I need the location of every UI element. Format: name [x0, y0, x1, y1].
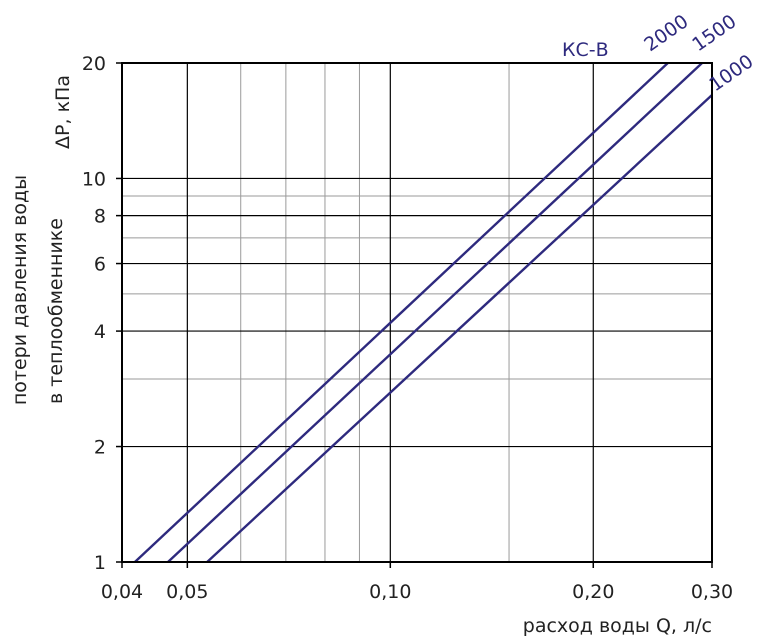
y-tick-label: 1 — [94, 552, 106, 574]
x-tick-label: 0,04 — [101, 581, 143, 603]
y-axis-label-line-1: потери давления воды — [9, 175, 31, 405]
x-tick-label: 0,05 — [166, 581, 208, 603]
x-tick-label: 0,30 — [691, 581, 733, 603]
series-label-1500: 1500 — [688, 10, 740, 56]
x-tick-label: 0,10 — [369, 581, 411, 603]
series-label-1000: 1000 — [705, 50, 757, 96]
series-line-1000 — [206, 94, 713, 563]
y-tick-label: 4 — [94, 321, 106, 343]
series-label-2000: 2000 — [640, 10, 692, 56]
y-tick-label: 8 — [94, 206, 106, 228]
x-tick-labels: 0,04 0,05 0,10 0,20 0,30 — [101, 562, 733, 603]
series-lines — [134, 62, 713, 563]
y-tick-label: 20 — [82, 53, 106, 75]
series-line-1500 — [167, 62, 703, 563]
plot-frame — [121, 62, 713, 563]
model-annotation: КС-В — [562, 39, 609, 61]
y-tick-label: 6 — [94, 254, 106, 276]
y-tick-labels: 1 2 4 6 8 10 20 — [82, 53, 122, 574]
y-axis-unit-label: ΔP, кПа — [52, 75, 74, 149]
y-axis-label-line-2: в теплообменнике — [45, 218, 67, 404]
series-line-2000 — [134, 62, 669, 563]
y-tick-label: 10 — [82, 168, 106, 190]
x-tick-label: 0,20 — [572, 581, 614, 603]
x-axis-label: расход воды Q, л/с — [523, 615, 712, 637]
y-tick-label: 2 — [94, 437, 106, 459]
